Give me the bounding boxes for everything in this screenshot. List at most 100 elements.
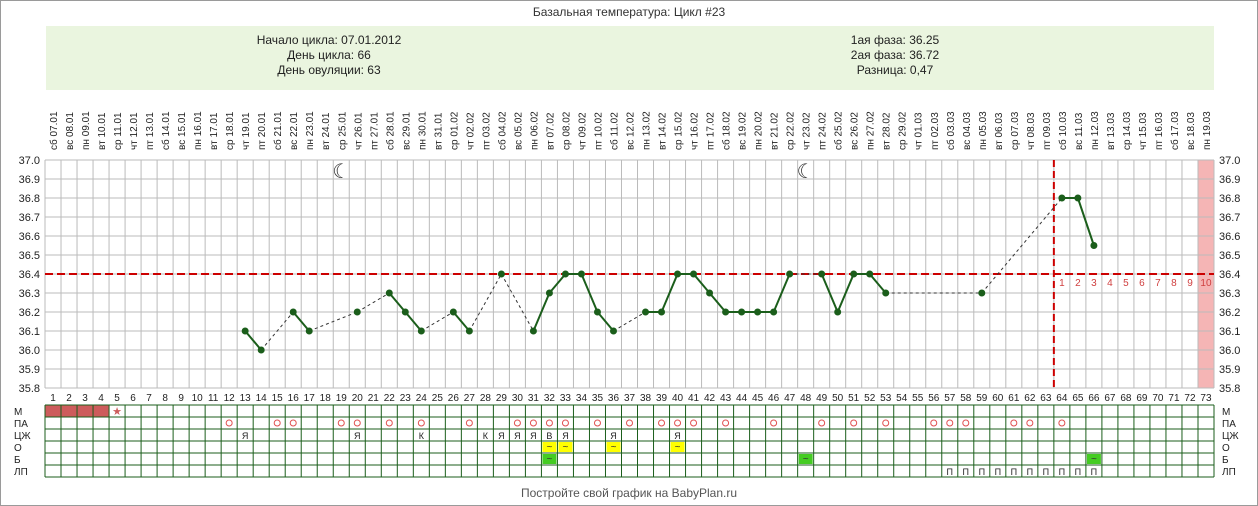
- moon-icon: ☾: [797, 161, 815, 183]
- cell-text: П: [995, 467, 1001, 477]
- date-label: вт 24.01: [321, 112, 332, 150]
- day-number-label: 47: [784, 393, 796, 404]
- day-number-label: 19: [336, 393, 348, 404]
- date-label: пт 16.03: [1154, 112, 1165, 150]
- ovulation-day-text: День овуляции: 63: [277, 63, 381, 77]
- day-number-label: 51: [848, 393, 860, 404]
- date-label: пт 24.02: [818, 112, 829, 150]
- intercourse-marker: [225, 419, 233, 427]
- date-label: пн 05.03: [978, 111, 989, 150]
- footer-link[interactable]: Постройте свой график на BabyPlan.ru: [520, 486, 738, 500]
- y-tick-label-left: 36.9: [19, 174, 40, 186]
- date-label: пт 17.02: [706, 112, 717, 150]
- cell-text: П: [1011, 467, 1017, 477]
- temperature-point: [674, 270, 682, 278]
- temperature-point: [257, 346, 265, 354]
- cell-text: Я: [610, 431, 617, 441]
- day-number-label: 7: [146, 393, 152, 404]
- date-label: вт 10.01: [97, 112, 108, 150]
- intercourse-marker: [385, 419, 393, 427]
- day-number-label: 6: [130, 393, 136, 404]
- day-number-label: 37: [624, 393, 636, 404]
- day-number-label: 21: [368, 393, 380, 404]
- temperature-gap-segment: [468, 273, 502, 332]
- day-number-label: 14: [256, 393, 268, 404]
- date-label: вс 04.03: [962, 112, 973, 150]
- temperature-segment: [692, 273, 711, 294]
- date-label: вс 22.01: [289, 112, 300, 150]
- y-tick-label-left: 36.4: [19, 269, 40, 281]
- day-number-label: 35: [592, 393, 604, 404]
- date-label: вс 19.02: [738, 112, 749, 150]
- date-label: ср 01.02: [449, 111, 460, 150]
- row-label-right: ПА: [1222, 419, 1236, 430]
- luteal-day-label: 2: [1075, 278, 1081, 289]
- date-label: вс 05.02: [513, 112, 524, 150]
- luteal-day-label: 10: [1200, 278, 1212, 289]
- date-label: пт 13.01: [145, 112, 156, 150]
- date-label: чт 12.01: [129, 112, 140, 150]
- day-number-label: 1: [50, 393, 56, 404]
- temperature-point: [786, 270, 794, 278]
- day-number-label: 53: [880, 393, 892, 404]
- temperature-segment: [548, 273, 567, 294]
- date-label: пн 16.01: [193, 111, 204, 150]
- cell-text: ~: [547, 454, 553, 465]
- date-label: чт 23.02: [802, 112, 813, 150]
- date-label: чт 15.03: [1138, 112, 1149, 150]
- temperature-segment: [388, 292, 407, 313]
- temperature-segment: [836, 273, 855, 313]
- cell-text: ~: [547, 442, 553, 453]
- date-label: пт 09.03: [1042, 112, 1053, 150]
- temperature-segment: [660, 273, 679, 313]
- temperature-segment: [708, 292, 727, 313]
- date-label: ср 15.02: [674, 111, 685, 150]
- intercourse-marker: [529, 419, 537, 427]
- temperature-point: [577, 270, 585, 278]
- day-number-label: 23: [400, 393, 412, 404]
- cell-text: ~: [563, 442, 569, 453]
- cell-text: Я: [674, 431, 681, 441]
- intercourse-marker: [1010, 419, 1018, 427]
- cell-text: ~: [675, 442, 681, 453]
- cell-text: К: [483, 431, 489, 441]
- temperature-point: [658, 308, 666, 316]
- intercourse-marker: [962, 419, 970, 427]
- date-label: пн 13.02: [642, 111, 653, 150]
- row-label-left: О: [14, 443, 22, 454]
- temperature-gap-segment: [309, 311, 358, 332]
- intercourse-marker: [545, 419, 553, 427]
- intercourse-marker: [593, 419, 601, 427]
- date-label: вт 06.03: [994, 112, 1005, 150]
- intercourse-marker: [353, 419, 361, 427]
- temperature-point: [834, 308, 842, 316]
- intercourse-marker: [513, 419, 521, 427]
- intercourse-marker: [626, 419, 633, 427]
- day-number-label: 52: [864, 393, 876, 404]
- day-number-label: 69: [1136, 393, 1148, 404]
- temperature-point: [978, 289, 986, 297]
- day-number-label: 65: [1072, 393, 1084, 404]
- date-label: пн 12.03: [1090, 111, 1101, 150]
- day-number-label: 13: [240, 393, 252, 404]
- temperature-segment: [404, 311, 423, 332]
- row-label-right: О: [1222, 443, 1230, 454]
- date-label: ср 14.03: [1122, 111, 1133, 150]
- temperature-point: [289, 308, 297, 316]
- date-label: вс 29.01: [401, 112, 412, 150]
- date-label: вт 21.02: [770, 112, 781, 150]
- date-label: вт 07.02: [545, 112, 556, 150]
- y-tick-label-right: 35.8: [1219, 383, 1240, 395]
- day-number-label: 50: [832, 393, 844, 404]
- y-tick-label-left: 36.5: [19, 250, 40, 262]
- temperature-point: [465, 327, 473, 335]
- highlight-cell: [798, 454, 813, 464]
- cell-text: ~: [611, 442, 617, 453]
- cell-text: П: [947, 467, 953, 477]
- temperature-point: [1058, 194, 1066, 202]
- temperature-gap-segment: [357, 292, 390, 313]
- y-tick-label-right: 36.1: [1219, 326, 1240, 338]
- day-number-label: 71: [1168, 393, 1180, 404]
- day-number-label: 25: [432, 393, 444, 404]
